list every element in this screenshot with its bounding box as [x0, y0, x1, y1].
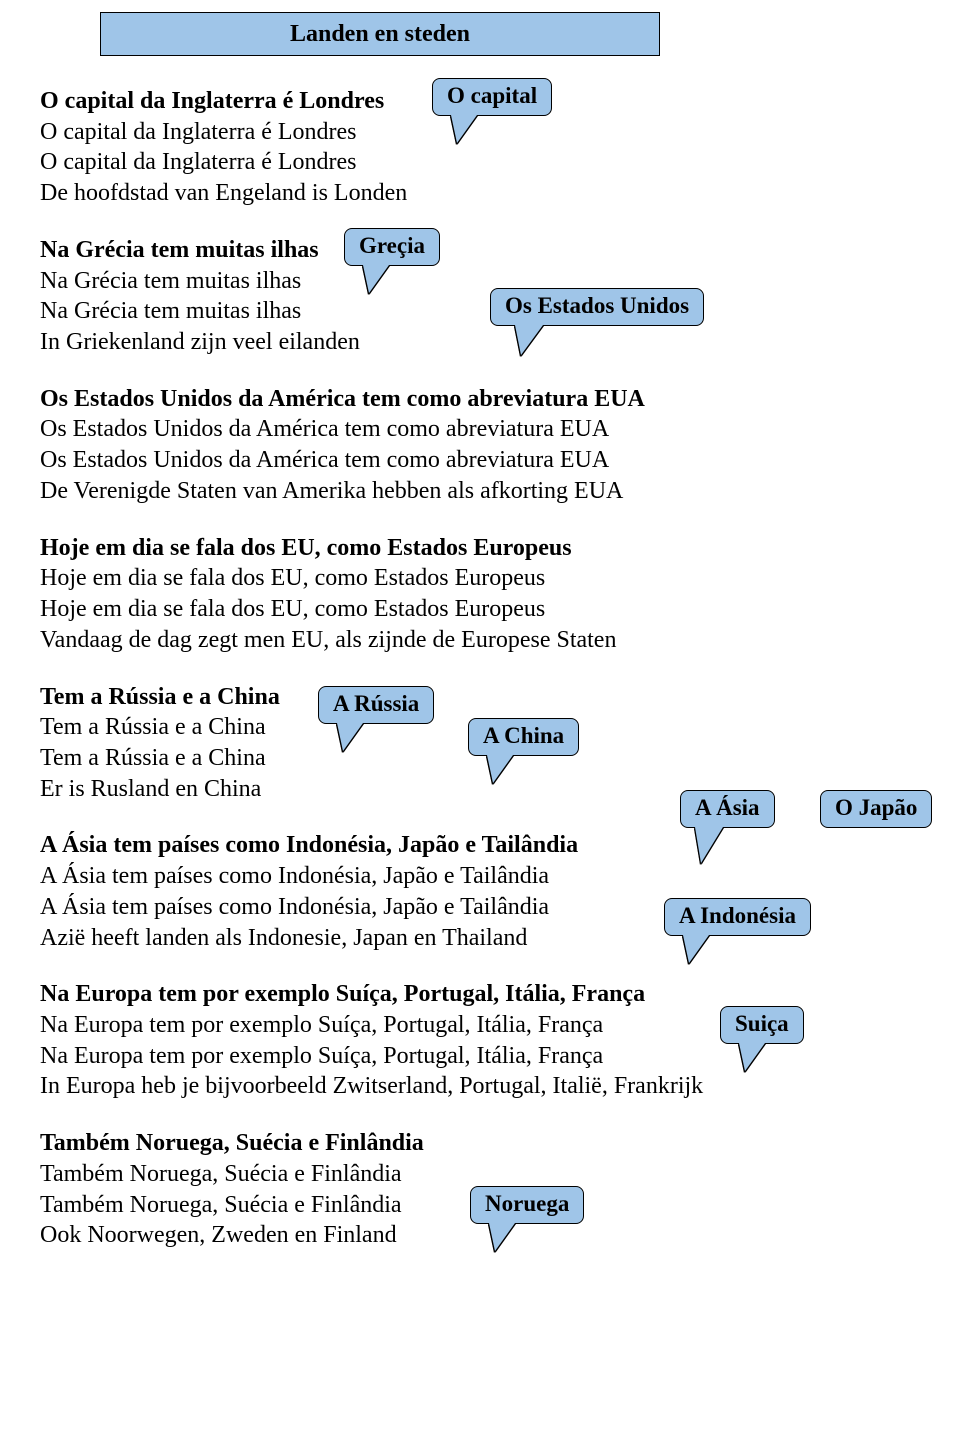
text-line: O capital da Inglaterra é Londres — [40, 86, 703, 117]
callout-tail-icon — [487, 755, 513, 783]
callout-label: A Ásia — [695, 795, 760, 820]
callout-tail-icon — [489, 1223, 515, 1251]
callout-tail-icon — [515, 325, 543, 355]
callout-indonesia: A Indonésia — [664, 898, 811, 936]
text-line: De Verenigde Staten van Amerika hebben a… — [40, 476, 703, 507]
text-line: Azië heeft landen als Indonesie, Japan e… — [40, 923, 703, 954]
text-line: Tem a Rússia e a China — [40, 743, 703, 774]
callout-tail-icon — [683, 935, 709, 963]
callout-label: A Indonésia — [679, 903, 796, 928]
callout-suica: Suiça — [720, 1006, 804, 1044]
text-line: Também Noruega, Suécia e Finlândia — [40, 1190, 703, 1221]
callout-grecia: Greçia — [344, 228, 440, 266]
callout-tail-icon — [739, 1043, 765, 1071]
callout-tail-icon — [363, 265, 389, 293]
text-line: Também Noruega, Suécia e Finlândia — [40, 1128, 703, 1159]
callout-label: A Rússia — [333, 691, 419, 716]
callout-asia: A Ásia — [680, 790, 775, 828]
callout-label: Greçia — [359, 233, 425, 258]
text-block: A Ásia tem países como Indonésia, Japão … — [40, 830, 703, 953]
text-line: Vandaag de dag zegt men EU, als zijnde d… — [40, 625, 703, 656]
text-line: Os Estados Unidos da América tem como ab… — [40, 384, 703, 415]
text-line: Na Europa tem por exemplo Suíça, Portuga… — [40, 1041, 703, 1072]
text-line: Hoje em dia se fala dos EU, como Estados… — [40, 533, 703, 564]
callout-label: O capital — [447, 83, 537, 108]
text-line: Hoje em dia se fala dos EU, como Estados… — [40, 594, 703, 625]
text-line: In Griekenland zijn veel eilanden — [40, 327, 703, 358]
document-page: Landen en steden O capital da Inglaterra… — [0, 0, 960, 1447]
callout-russia: A Rússia — [318, 686, 434, 724]
text-line: O capital da Inglaterra é Londres — [40, 147, 703, 178]
text-line: Os Estados Unidos da América tem como ab… — [40, 445, 703, 476]
callout-noruega: Noruega — [470, 1186, 584, 1224]
callout-label: Os Estados Unidos — [505, 293, 689, 318]
text-line: Na Europa tem por exemplo Suíça, Portuga… — [40, 1010, 703, 1041]
title-text: Landen en steden — [290, 21, 470, 48]
callout-label: Suiça — [735, 1011, 789, 1036]
callout-tail-icon — [695, 827, 723, 863]
text-line: A Ásia tem países como Indonésia, Japão … — [40, 861, 703, 892]
callout-capital: O capital — [432, 78, 552, 116]
callout-japao: O Japão — [820, 790, 932, 828]
text-line: A Ásia tem países como Indonésia, Japão … — [40, 892, 703, 923]
text-line: De hoofdstad van Engeland is Londen — [40, 178, 703, 209]
title-box: Landen en steden — [100, 12, 660, 56]
text-line: Hoje em dia se fala dos EU, como Estados… — [40, 563, 703, 594]
callout-eua: Os Estados Unidos — [490, 288, 704, 326]
text-block: Hoje em dia se fala dos EU, como Estados… — [40, 533, 703, 656]
text-block: O capital da Inglaterra é Londres O capi… — [40, 86, 703, 209]
text-line: Er is Rusland en China — [40, 774, 703, 805]
text-line: O capital da Inglaterra é Londres — [40, 117, 703, 148]
text-line: Na Europa tem por exemplo Suíça, Portuga… — [40, 979, 703, 1010]
text-block: Também Noruega, Suécia e Finlândia També… — [40, 1128, 703, 1251]
callout-label: A China — [483, 723, 564, 748]
callout-china: A China — [468, 718, 579, 756]
callout-tail-icon — [337, 723, 363, 751]
text-line: Também Noruega, Suécia e Finlândia — [40, 1159, 703, 1190]
callout-label: Noruega — [485, 1191, 569, 1216]
callout-label: O Japão — [835, 795, 917, 820]
text-block: Os Estados Unidos da América tem como ab… — [40, 384, 703, 507]
text-line: Ook Noorwegen, Zweden en Finland — [40, 1220, 703, 1251]
text-line: Os Estados Unidos da América tem como ab… — [40, 414, 703, 445]
text-line: In Europa heb je bijvoorbeeld Zwitserlan… — [40, 1071, 703, 1102]
text-block: Na Europa tem por exemplo Suíça, Portuga… — [40, 979, 703, 1102]
text-line: A Ásia tem países como Indonésia, Japão … — [40, 830, 703, 861]
callout-tail-icon — [451, 115, 477, 143]
